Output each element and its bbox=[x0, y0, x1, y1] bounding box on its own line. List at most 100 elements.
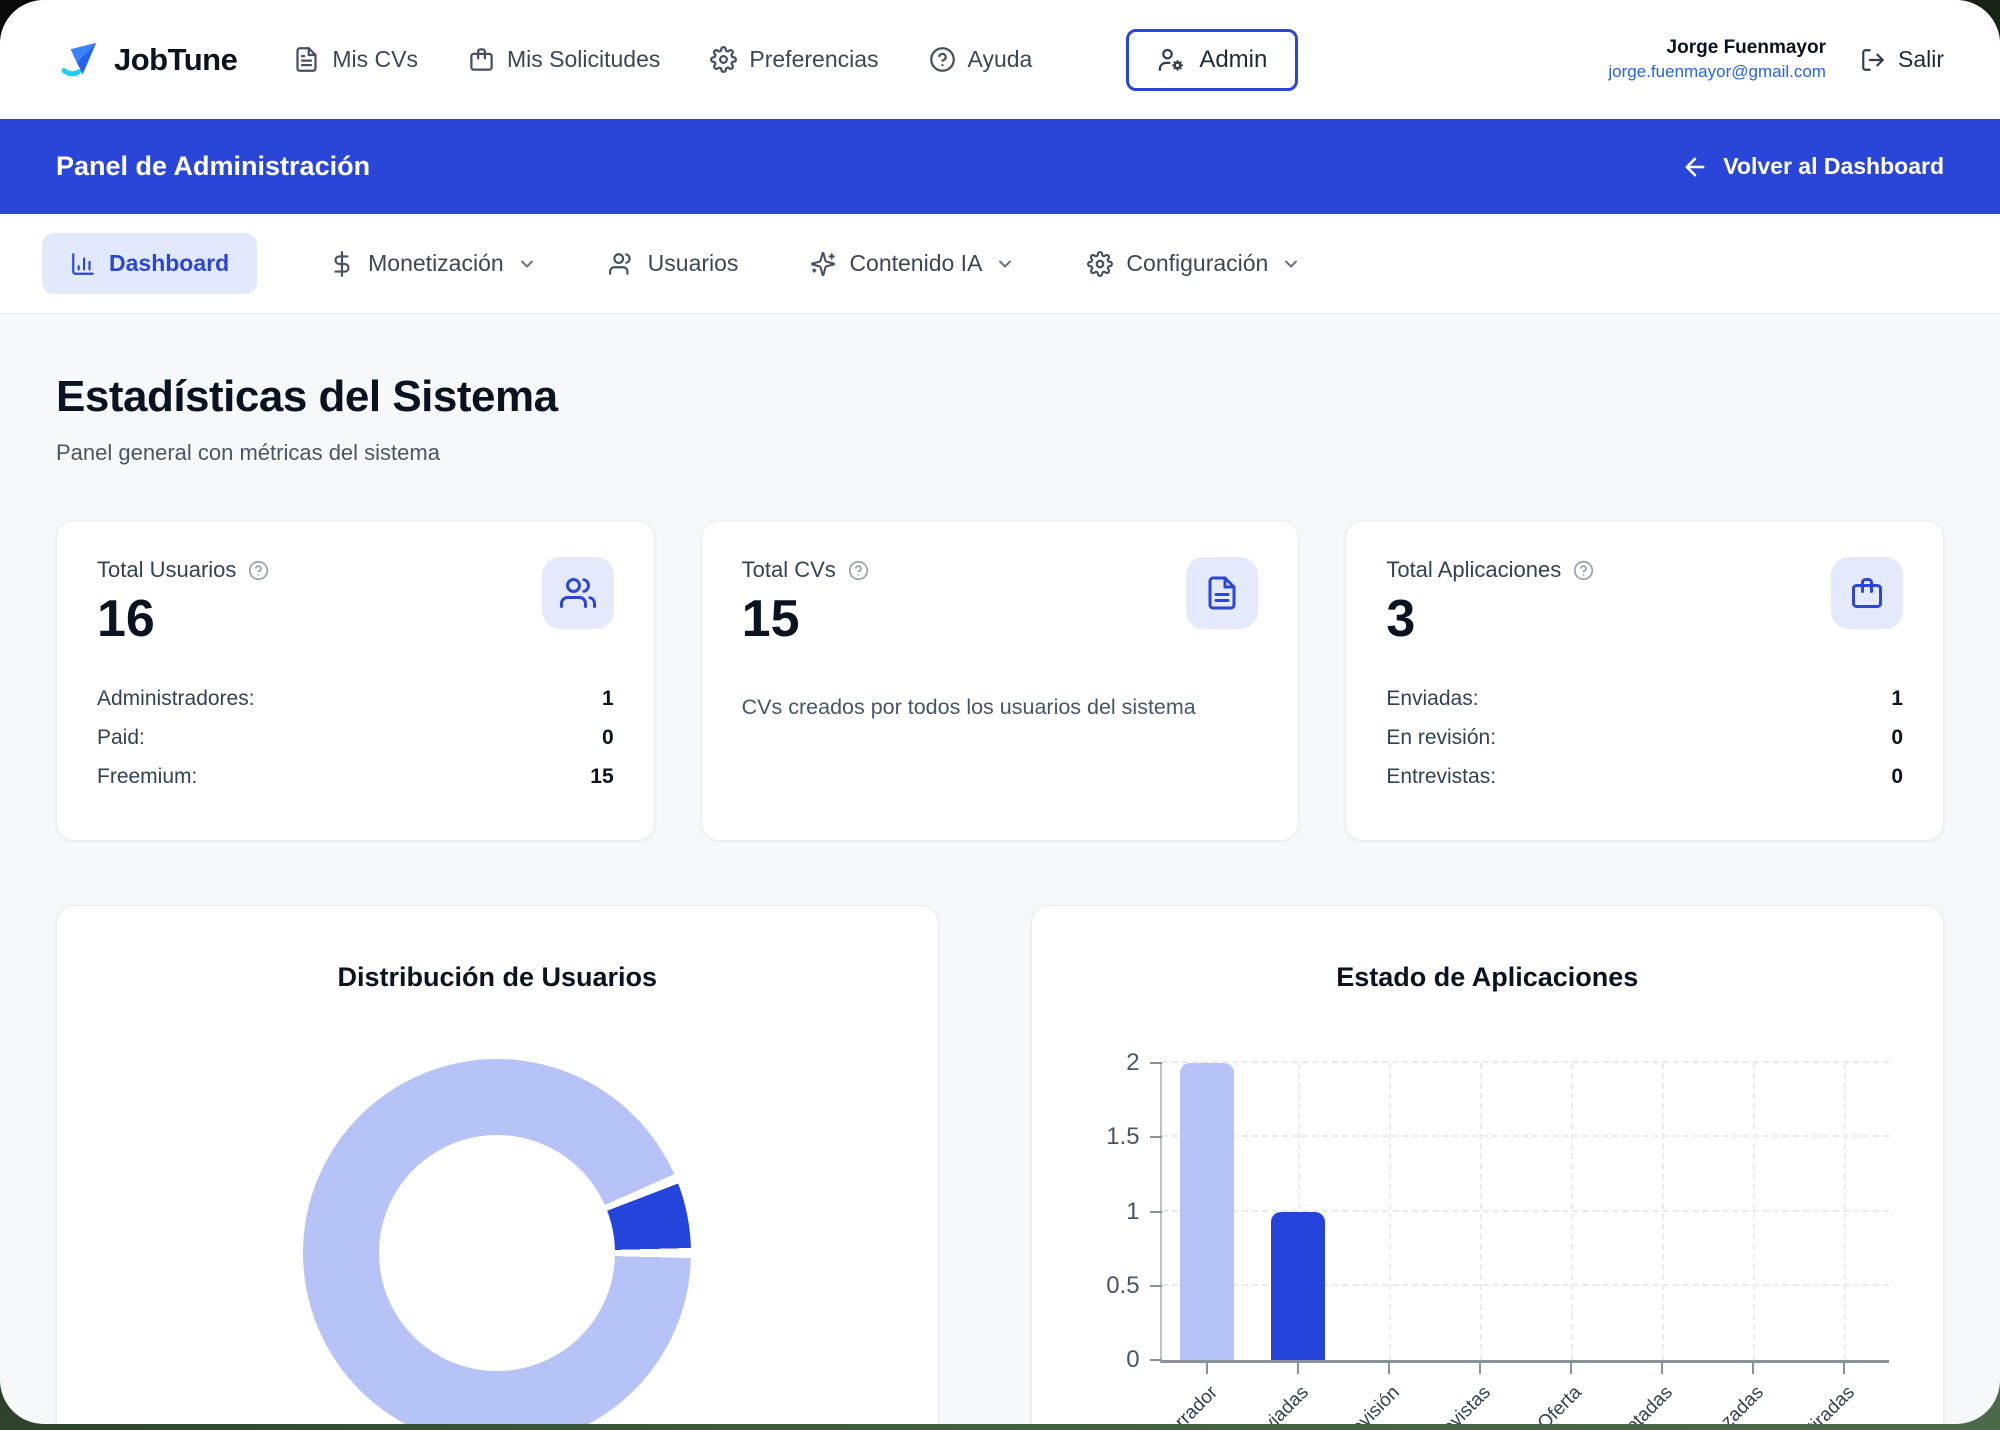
tab-usuarios[interactable]: Usuarios bbox=[608, 250, 739, 277]
users-icon bbox=[608, 251, 635, 277]
stat-row-value: 0 bbox=[1891, 765, 1903, 788]
main-content: Estadísticas del Sistema Panel general c… bbox=[0, 372, 2000, 1424]
stat-row: Paid: 0 bbox=[97, 726, 614, 750]
stat-card-description: CVs creados por todos los usuarios del s… bbox=[741, 695, 1196, 719]
chevron-down-icon bbox=[995, 254, 1015, 274]
stat-row-value: 1 bbox=[601, 687, 614, 710]
tab-dashboard[interactable]: Dashboard bbox=[42, 233, 258, 294]
stat-row: Entrevistas: 0 bbox=[1386, 765, 1903, 789]
gear-icon bbox=[1087, 250, 1114, 277]
bar-enviadas bbox=[1271, 1211, 1325, 1360]
nav-item-mis-solicitudes[interactable]: Mis Solicitudes bbox=[468, 46, 660, 73]
user-email[interactable]: jorge.fuenmayor@gmail.com bbox=[1608, 62, 1826, 81]
admin-button-label: Admin bbox=[1199, 45, 1268, 73]
admin-banner-title: Panel de Administración bbox=[56, 151, 371, 181]
x-axis-tick-label: Rechazadas bbox=[1678, 1382, 1768, 1424]
brand-name: JobTune bbox=[114, 41, 238, 77]
bar-chart-title: Estado de Aplicaciones bbox=[1336, 962, 1639, 992]
stat-card-value: 3 bbox=[1386, 590, 1416, 648]
stat-row-label: Paid: bbox=[97, 726, 145, 749]
x-axis-tick-label: Enviadas bbox=[1242, 1382, 1313, 1424]
x-axis-tick-label: En revisión bbox=[1322, 1382, 1404, 1424]
tab-label: Configuración bbox=[1126, 250, 1269, 276]
y-axis-tick-label: 2 bbox=[1126, 1049, 1140, 1076]
donut-chart bbox=[303, 1059, 692, 1424]
stat-row-value: 0 bbox=[1891, 726, 1903, 749]
chart-column-icon bbox=[70, 251, 96, 277]
y-axis-tick-label: 0.5 bbox=[1106, 1271, 1140, 1299]
brand[interactable]: JobTune bbox=[56, 37, 238, 83]
stat-card-value: 16 bbox=[97, 590, 155, 648]
stat-row-label: Freemium: bbox=[97, 765, 198, 788]
dollar-icon bbox=[329, 250, 355, 277]
user-cog-icon bbox=[1157, 46, 1185, 74]
logout-label: Salir bbox=[1897, 46, 1944, 72]
y-axis-tick-label: 1 bbox=[1126, 1197, 1140, 1225]
x-axis-tick-label: Oferta bbox=[1533, 1382, 1586, 1424]
logout-icon bbox=[1860, 47, 1886, 73]
stat-card-value: 15 bbox=[741, 590, 800, 648]
stat-cards: Total Usuarios 16 bbox=[56, 520, 1944, 841]
chart-cards: Distribución de Usuarios Estado de Aplic… bbox=[56, 905, 1944, 1424]
back-link-label: Volver al Dashboard bbox=[1723, 153, 1944, 179]
bar-chart: 0 0.5 1 1.5 2 Borrador Enviadas En revisión Entr… bbox=[1106, 1049, 1889, 1424]
stat-row-value: 15 bbox=[590, 765, 614, 788]
nav-item-mis-cvs[interactable]: Mis CVs bbox=[293, 46, 418, 73]
admin-button[interactable]: Admin bbox=[1126, 28, 1299, 91]
help-icon[interactable] bbox=[848, 560, 869, 581]
file-text-icon bbox=[293, 46, 320, 73]
tab-label: Monetización bbox=[368, 250, 504, 276]
tab-monetizacion[interactable]: Monetización bbox=[329, 250, 537, 277]
stat-row: En revisión: 0 bbox=[1386, 726, 1903, 750]
chevron-down-icon bbox=[1281, 254, 1301, 274]
back-to-dashboard-link[interactable]: Volver al Dashboard bbox=[1681, 153, 1944, 181]
help-icon bbox=[929, 46, 956, 73]
tab-label: Contenido IA bbox=[849, 250, 983, 276]
sparkles-icon bbox=[810, 251, 836, 277]
bar-chart-card: Estado de Aplicaciones 0 0.5 1 1.5 2 Borrador… bbox=[1030, 905, 1944, 1424]
users-icon bbox=[541, 557, 614, 629]
stat-card-total-usuarios: Total Usuarios 16 bbox=[56, 520, 655, 841]
stat-row-value: 1 bbox=[1891, 687, 1903, 710]
arrow-left-icon bbox=[1681, 153, 1709, 181]
stat-row-label: Administradores: bbox=[97, 687, 255, 710]
page-subtitle: Panel general con métricas del sistema bbox=[56, 440, 440, 465]
stat-card-title: Total CVs bbox=[741, 557, 836, 582]
stat-card-title: Total Usuarios bbox=[97, 557, 237, 582]
stat-card-total-aplicaciones: Total Aplicaciones 3 bbox=[1345, 520, 1944, 841]
page-title: Estadísticas del Sistema bbox=[56, 372, 558, 421]
logout-button[interactable]: Salir bbox=[1860, 46, 1944, 73]
stat-card-title: Total Aplicaciones bbox=[1386, 557, 1562, 582]
main-nav: Mis CVs Mis Solicitudes Preferencias bbox=[293, 28, 1299, 91]
admin-tabbar: Dashboard Monetización Usuarios bbox=[0, 214, 2000, 314]
admin-banner: Panel de Administración Volver al Dashbo… bbox=[0, 119, 2000, 214]
help-icon[interactable] bbox=[1573, 560, 1594, 581]
bar-borrador bbox=[1180, 1063, 1234, 1360]
tab-configuracion[interactable]: Configuración bbox=[1087, 250, 1301, 277]
user-name: Jorge Fuenmayor bbox=[1666, 37, 1826, 58]
tab-contenido-ia[interactable]: Contenido IA bbox=[810, 250, 1015, 277]
tab-label: Usuarios bbox=[647, 250, 739, 276]
jobtune-logo-icon bbox=[56, 37, 102, 83]
nav-item-label: Ayuda bbox=[967, 46, 1033, 72]
stat-row-label: En revisión: bbox=[1386, 726, 1497, 749]
stat-card-total-cvs: Total CVs 15 CVs creados por todos lo bbox=[700, 520, 1300, 841]
chevron-down-icon bbox=[517, 254, 537, 274]
help-icon[interactable] bbox=[248, 560, 269, 581]
x-axis-tick-label: Entrevistas bbox=[1413, 1382, 1495, 1424]
nav-item-ayuda[interactable]: Ayuda bbox=[929, 46, 1033, 73]
donut-chart-title: Distribución de Usuarios bbox=[337, 962, 658, 992]
x-axis-tick-label: Borrador bbox=[1154, 1382, 1222, 1424]
file-text-icon bbox=[1186, 557, 1259, 629]
stat-row-value: 0 bbox=[601, 726, 614, 749]
tab-label: Dashboard bbox=[109, 250, 230, 276]
navbar: JobTune Mis CVs Mis Solicitudes bbox=[0, 0, 2000, 119]
gear-icon bbox=[710, 46, 738, 73]
briefcase-icon bbox=[1831, 557, 1903, 629]
stat-row: Administradores: 1 bbox=[97, 687, 614, 711]
nav-item-label: Mis Solicitudes bbox=[507, 46, 661, 72]
briefcase-icon bbox=[468, 46, 495, 73]
user-block: Jorge Fuenmayor jorge.fuenmayor@gmail.co… bbox=[1608, 37, 1826, 82]
donut-chart-card: Distribución de Usuarios bbox=[56, 905, 939, 1424]
nav-item-preferencias[interactable]: Preferencias bbox=[710, 46, 879, 73]
